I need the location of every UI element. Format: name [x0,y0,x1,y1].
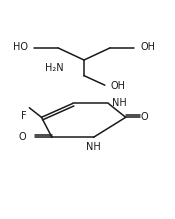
Text: OH: OH [141,42,155,52]
Text: O: O [141,112,149,122]
Text: HO: HO [13,42,28,52]
Text: F: F [21,111,26,122]
Text: NH: NH [86,143,101,152]
Text: NH: NH [112,98,127,108]
Text: H₂N: H₂N [45,63,63,73]
Text: OH: OH [111,81,126,91]
Text: O: O [19,132,26,142]
